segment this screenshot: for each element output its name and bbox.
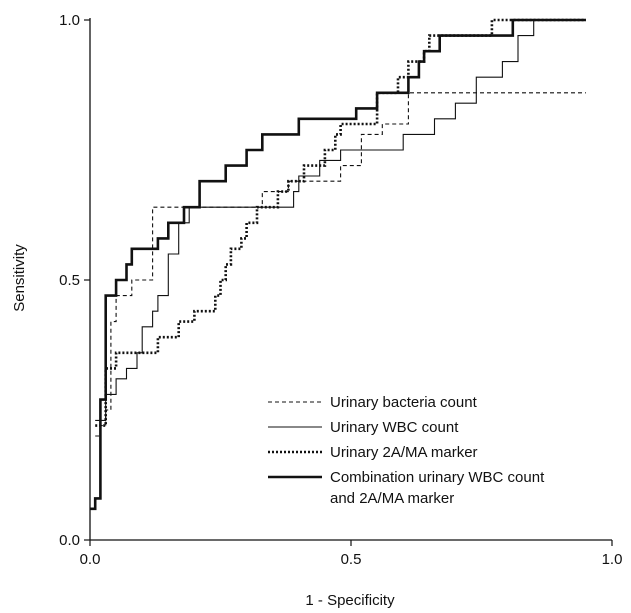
y-tick-label: 0.0: [59, 532, 80, 549]
legend-label-2: Urinary WBC count: [330, 419, 459, 436]
x-tick-label: 0.0: [80, 551, 101, 568]
y-tick-label: 1.0: [59, 12, 80, 29]
y-tick-label: 0.5: [59, 272, 80, 289]
x-tick-label: 0.5: [341, 551, 362, 568]
y-axis-title: Sensitivity: [11, 244, 28, 312]
legend-label-3: Urinary 2A/MA marker: [330, 444, 478, 461]
x-axis-title: 1 - Specificity: [305, 592, 395, 609]
series-line-4: [90, 18, 586, 511]
legend-label-1: Urinary bacteria count: [330, 394, 478, 411]
axes: 0.0 0.5 1.0 0.0 0.5 1.0: [59, 12, 622, 568]
series-line-2: [95, 19, 586, 421]
series-layer: [90, 18, 586, 511]
series-line-3: [95, 18, 586, 427]
legend: Urinary bacteria count Urinary WBC count U…: [268, 394, 545, 507]
x-tick-label: 1.0: [602, 551, 623, 568]
legend-label-4: Combination urinary WBC count and 2A/MA m…: [330, 469, 545, 507]
